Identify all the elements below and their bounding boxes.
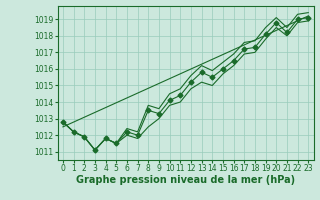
X-axis label: Graphe pression niveau de la mer (hPa): Graphe pression niveau de la mer (hPa): [76, 175, 295, 185]
